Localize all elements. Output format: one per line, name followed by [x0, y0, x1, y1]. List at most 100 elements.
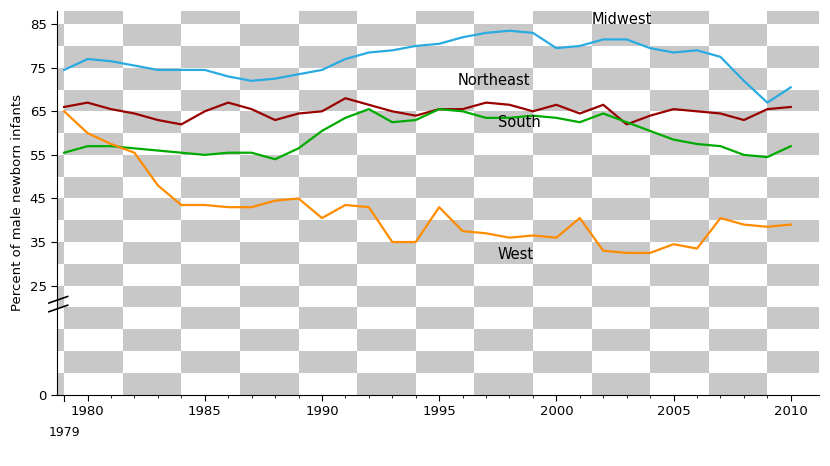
Bar: [416, 46, 474, 68]
Bar: [299, 24, 357, 46]
Bar: [6, 89, 64, 111]
Bar: [592, 308, 650, 329]
Bar: [533, 89, 592, 111]
Bar: [64, 89, 123, 111]
Bar: [709, 24, 767, 46]
Bar: [64, 308, 123, 329]
Bar: [416, 111, 474, 133]
Bar: [123, 199, 181, 220]
Bar: [357, 2, 416, 24]
Bar: [767, 373, 826, 395]
Bar: [6, 24, 64, 46]
Bar: [181, 89, 240, 111]
Bar: [533, 2, 592, 24]
Bar: [357, 133, 416, 155]
Bar: [416, 24, 474, 46]
Bar: [6, 286, 64, 308]
Bar: [767, 329, 826, 351]
Bar: [123, 177, 181, 199]
Bar: [357, 177, 416, 199]
Bar: [416, 329, 474, 351]
Bar: [240, 286, 299, 308]
Bar: [181, 264, 240, 286]
Bar: [650, 242, 709, 264]
Bar: [181, 24, 240, 46]
Bar: [767, 286, 826, 308]
Bar: [181, 46, 240, 68]
Bar: [416, 177, 474, 199]
Bar: [240, 329, 299, 351]
Bar: [533, 264, 592, 286]
Bar: [474, 24, 533, 46]
Bar: [533, 46, 592, 68]
Bar: [650, 111, 709, 133]
Bar: [299, 2, 357, 24]
Bar: [123, 46, 181, 68]
Bar: [650, 286, 709, 308]
Bar: [474, 308, 533, 329]
Text: South: South: [498, 115, 540, 130]
Bar: [299, 177, 357, 199]
Bar: [240, 308, 299, 329]
Bar: [709, 46, 767, 68]
Bar: [767, 133, 826, 155]
Bar: [416, 155, 474, 177]
Bar: [709, 264, 767, 286]
Bar: [64, 111, 123, 133]
Bar: [709, 89, 767, 111]
Bar: [123, 111, 181, 133]
Bar: [592, 2, 650, 24]
Bar: [533, 308, 592, 329]
Text: Midwest: Midwest: [592, 12, 652, 27]
Bar: [64, 24, 123, 46]
Bar: [299, 220, 357, 242]
Bar: [299, 199, 357, 220]
Bar: [767, 24, 826, 46]
Bar: [592, 351, 650, 373]
Bar: [64, 133, 123, 155]
Bar: [474, 220, 533, 242]
Bar: [299, 351, 357, 373]
Bar: [181, 2, 240, 24]
Bar: [6, 329, 64, 351]
Bar: [650, 46, 709, 68]
Bar: [123, 2, 181, 24]
Bar: [181, 308, 240, 329]
Bar: [416, 133, 474, 155]
Bar: [650, 68, 709, 89]
Bar: [299, 308, 357, 329]
Bar: [64, 329, 123, 351]
Bar: [533, 199, 592, 220]
Bar: [240, 373, 299, 395]
Bar: [240, 242, 299, 264]
Bar: [474, 111, 533, 133]
Bar: [709, 177, 767, 199]
Bar: [767, 351, 826, 373]
Bar: [533, 133, 592, 155]
Text: 1979: 1979: [48, 426, 80, 439]
Bar: [6, 46, 64, 68]
Bar: [240, 89, 299, 111]
Bar: [181, 220, 240, 242]
Bar: [533, 351, 592, 373]
Bar: [181, 111, 240, 133]
Bar: [767, 89, 826, 111]
Bar: [299, 373, 357, 395]
Bar: [123, 89, 181, 111]
Bar: [6, 133, 64, 155]
Bar: [416, 220, 474, 242]
Bar: [474, 177, 533, 199]
Y-axis label: Percent of male newborn infants: Percent of male newborn infants: [11, 94, 24, 311]
Bar: [650, 329, 709, 351]
Bar: [474, 46, 533, 68]
Bar: [416, 242, 474, 264]
Bar: [416, 264, 474, 286]
Bar: [181, 68, 240, 89]
Bar: [64, 373, 123, 395]
Bar: [533, 155, 592, 177]
Bar: [592, 264, 650, 286]
Bar: [240, 68, 299, 89]
Bar: [6, 111, 64, 133]
Bar: [767, 155, 826, 177]
Bar: [123, 351, 181, 373]
